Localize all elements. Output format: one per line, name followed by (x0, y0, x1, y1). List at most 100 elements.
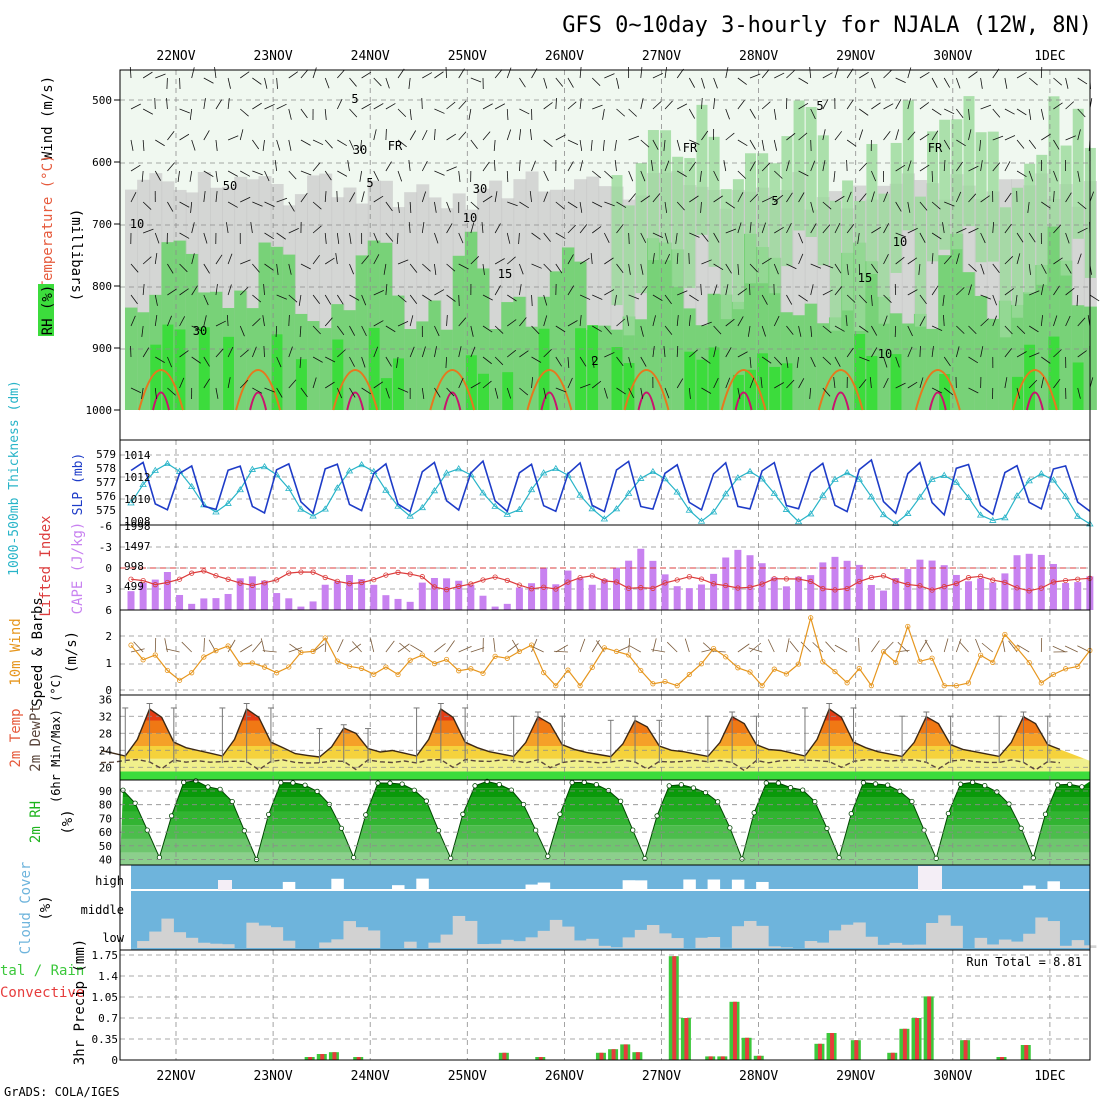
contour-label: 10 (130, 217, 144, 231)
wind-barb (895, 201, 902, 212)
wind-barb (579, 160, 584, 172)
top-date-label: 30NOV (933, 49, 972, 64)
cloud-separator (962, 889, 975, 891)
wind-barb (943, 314, 945, 327)
rh-cell (660, 130, 672, 261)
wind-barb (774, 72, 785, 79)
wind-barb (239, 325, 245, 337)
wind-barb (931, 201, 941, 210)
wind-barb (992, 263, 1000, 273)
wind10-point (795, 661, 802, 667)
cloud-separator (986, 889, 1000, 891)
wind-barb (373, 346, 379, 358)
wind10-point (261, 664, 268, 670)
low-cloud-bar (355, 927, 369, 948)
wind10-barb (651, 649, 666, 653)
wind10-point (868, 683, 874, 689)
thickness-point (527, 486, 536, 493)
wind-barb (263, 284, 265, 296)
wind-barb (688, 252, 690, 265)
wind-tick: 2 (105, 630, 112, 643)
wind-barb (798, 325, 802, 337)
thickness-point (734, 474, 742, 481)
wind-barb (215, 191, 218, 203)
wind-barb (992, 162, 1001, 172)
rh2m-point (885, 782, 891, 788)
lifted-index-point (893, 578, 899, 584)
contour-label: 30 (353, 143, 367, 157)
cloud-separator (950, 889, 963, 891)
wind-barb (943, 387, 954, 396)
rh-cell (380, 378, 392, 410)
contour-label: 50 (223, 179, 237, 193)
low-cloud-bar (768, 946, 781, 948)
bottom-date-label: 23NOV (254, 1069, 293, 1084)
wind-barb (846, 159, 848, 172)
wind-barb (567, 285, 575, 296)
wind10-barb (349, 643, 362, 653)
wind-barb (336, 232, 340, 244)
temp-band (120, 771, 1090, 780)
wind-barb (602, 139, 605, 151)
cape-bar (685, 588, 693, 610)
wind-barb (167, 263, 174, 274)
wind-barb (434, 71, 444, 79)
pressure-tick: 600 (92, 156, 112, 169)
rh-cell (295, 359, 307, 410)
low-cloud-bar (756, 925, 769, 948)
rh-cell (708, 347, 720, 410)
high-cloud-bar (731, 879, 745, 889)
low-cloud-bar (452, 915, 466, 948)
wind-barb (373, 77, 382, 87)
wind10-point (747, 669, 753, 675)
wind-barb (871, 102, 881, 110)
thickness-point (964, 493, 973, 500)
rh-cell (416, 321, 430, 410)
wind-barb (130, 263, 139, 273)
wind10-point (431, 661, 438, 667)
lifted-index-point (978, 573, 984, 579)
low-cloud-bar (525, 937, 539, 948)
cape-bar (1074, 582, 1082, 610)
cloud-separator (719, 889, 733, 891)
wind-barb (701, 387, 712, 394)
rh-cell (575, 328, 587, 410)
li-tick: 3 (105, 583, 112, 596)
wind-barb (359, 139, 363, 151)
wind-barb (239, 379, 249, 389)
wind10-barb (208, 639, 217, 653)
wind-barb (761, 196, 773, 203)
wind-barb (189, 108, 193, 120)
lifted-index-point (638, 585, 644, 591)
lifted-index-point (359, 579, 365, 586)
wind10-barb (446, 640, 455, 653)
lifted-index-point (1050, 579, 1057, 585)
wind-barb (506, 129, 512, 141)
temp-contour-25 (914, 369, 961, 411)
wind-barb (689, 349, 698, 358)
thickness-point (260, 462, 269, 470)
thickness-point (624, 489, 633, 496)
cape-bar (479, 595, 487, 610)
wind-barb (1065, 263, 1072, 274)
rh2m-point (872, 781, 879, 787)
wind-barb (699, 170, 702, 182)
thickness-point (491, 502, 499, 509)
wind-barb (252, 387, 263, 394)
top-date-label: 24NOV (351, 49, 390, 64)
wind10-barb (203, 637, 205, 653)
bottom-date-label: 25NOV (448, 1069, 487, 1084)
wind-barb (943, 139, 951, 150)
wind-barb (203, 378, 211, 389)
rh-cell (757, 153, 769, 284)
rh-cell (561, 247, 575, 410)
thickness-point (333, 484, 342, 491)
rh-cell (1024, 344, 1036, 410)
low-cloud-bar (598, 945, 611, 948)
wind-barb (907, 67, 912, 79)
cloud-separator (137, 889, 150, 891)
wind-barb (761, 325, 766, 337)
lifted-index-point (589, 573, 595, 579)
wind-barb (677, 290, 688, 296)
cloud-separator (404, 889, 417, 891)
